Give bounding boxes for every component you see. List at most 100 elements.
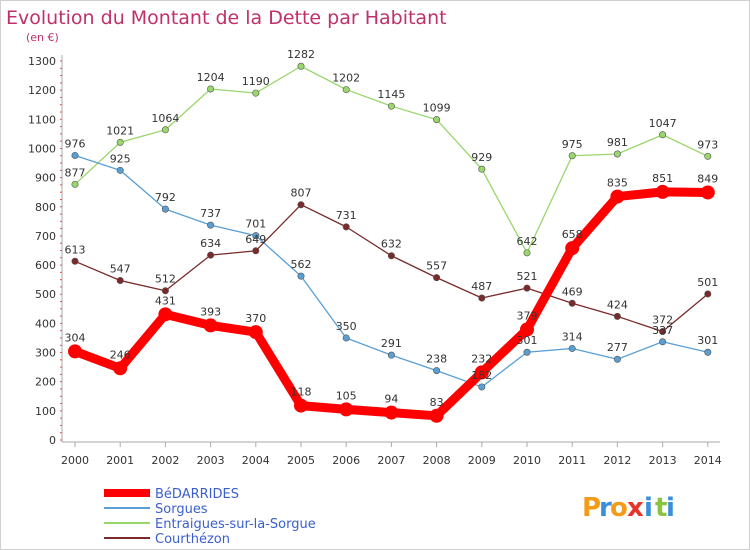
data-point: [523, 249, 531, 257]
x-tick-label: 2009: [468, 454, 496, 467]
data-point: [704, 152, 712, 160]
data-point: [207, 85, 215, 93]
data-label: 469: [562, 285, 583, 298]
data-label: 291: [381, 337, 402, 350]
data-point: [116, 138, 124, 146]
data-point: [161, 287, 169, 295]
logo-letter: i: [644, 493, 653, 523]
data-point: [252, 232, 260, 240]
x-tick-label: 2006: [332, 454, 360, 467]
logo-letter: i: [666, 493, 675, 523]
data-point: [387, 351, 395, 359]
data-point: [523, 348, 531, 356]
data-point: [433, 367, 441, 375]
x-tick-label: 2004: [242, 454, 270, 467]
data-label: 277: [607, 341, 628, 354]
data-label: 981: [607, 136, 628, 149]
data-label: 877: [65, 166, 86, 179]
y-tick-label: 1000: [28, 142, 56, 155]
data-label: 1145: [377, 88, 405, 101]
data-point: [158, 307, 173, 322]
data-point: [568, 299, 576, 307]
data-point: [387, 252, 395, 260]
data-label: 94: [384, 393, 398, 406]
y-tick-label: 600: [35, 259, 56, 272]
data-point: [478, 294, 486, 302]
logo-letter: P: [582, 493, 601, 523]
data-label: 182: [471, 369, 492, 382]
data-label: 1099: [423, 102, 451, 115]
y-tick-label: 1200: [28, 84, 56, 97]
data-point: [342, 86, 350, 94]
data-label: 613: [65, 243, 86, 256]
x-tick-label: 2007: [377, 454, 405, 467]
data-point: [568, 152, 576, 160]
data-point: [700, 185, 715, 200]
y-tick-label: 800: [35, 201, 56, 214]
data-label: 658: [562, 228, 583, 241]
legend-label: Entraigues-sur-la-Sorgue: [155, 517, 316, 532]
y-tick-label: 0: [49, 434, 56, 447]
data-point: [116, 277, 124, 285]
data-point: [161, 205, 169, 213]
x-tick-label: 2002: [151, 454, 179, 467]
data-point: [433, 274, 441, 282]
data-label: 83: [430, 396, 444, 409]
data-point: [342, 334, 350, 342]
data-point: [659, 328, 667, 336]
data-label: 304: [65, 331, 86, 344]
data-point: [113, 361, 128, 376]
data-point: [478, 383, 486, 391]
data-label: 372: [652, 314, 673, 327]
x-tick-label: 2012: [603, 454, 631, 467]
logo-letter: o: [610, 493, 628, 523]
data-point: [433, 116, 441, 124]
data-point: [71, 257, 79, 265]
data-point: [659, 131, 667, 139]
data-label: 118: [291, 386, 312, 399]
data-point: [207, 221, 215, 229]
data-label: 925: [110, 152, 131, 165]
data-label: 929: [471, 151, 492, 164]
y-tick-label: 200: [35, 376, 56, 389]
data-label: 1047: [649, 117, 677, 130]
proxiti-logo: Pro x i ti: [582, 493, 675, 523]
data-label: 232: [471, 352, 492, 365]
data-point: [297, 272, 305, 280]
data-label: 731: [336, 209, 357, 222]
data-label: 501: [697, 276, 718, 289]
data-point: [520, 322, 534, 337]
data-point: [655, 184, 670, 199]
data-point: [429, 408, 444, 423]
y-tick-label: 100: [35, 405, 56, 418]
data-point: [613, 355, 621, 363]
data-label: 849: [697, 172, 718, 185]
data-label: 431: [155, 294, 176, 307]
series-layer: [68, 62, 715, 423]
data-point: [610, 189, 625, 204]
data-label: 521: [517, 270, 538, 283]
data-label: 393: [200, 305, 221, 318]
data-label: 1021: [106, 124, 134, 137]
data-point: [161, 126, 169, 134]
data-point: [339, 402, 354, 417]
x-tick-label: 2011: [558, 454, 586, 467]
data-labels: 877 1021 1064 1204 1190 1282 1202 1145 1099 929 64…: [65, 48, 719, 409]
data-point: [207, 251, 215, 259]
data-label: 246: [110, 348, 131, 361]
x-tick-label: 2010: [513, 454, 541, 467]
data-label: 973: [697, 138, 718, 151]
data-label: 1190: [242, 75, 270, 88]
data-label: 835: [607, 177, 628, 190]
data-point: [704, 348, 712, 356]
legend-label: Courthézon: [155, 532, 230, 547]
data-label: 701: [245, 218, 266, 231]
data-label: 976: [65, 137, 86, 150]
data-label: 737: [200, 207, 221, 220]
data-point: [71, 151, 79, 159]
y-tick-label: 1300: [28, 55, 56, 68]
data-point: [342, 223, 350, 231]
data-label: 792: [155, 191, 176, 204]
